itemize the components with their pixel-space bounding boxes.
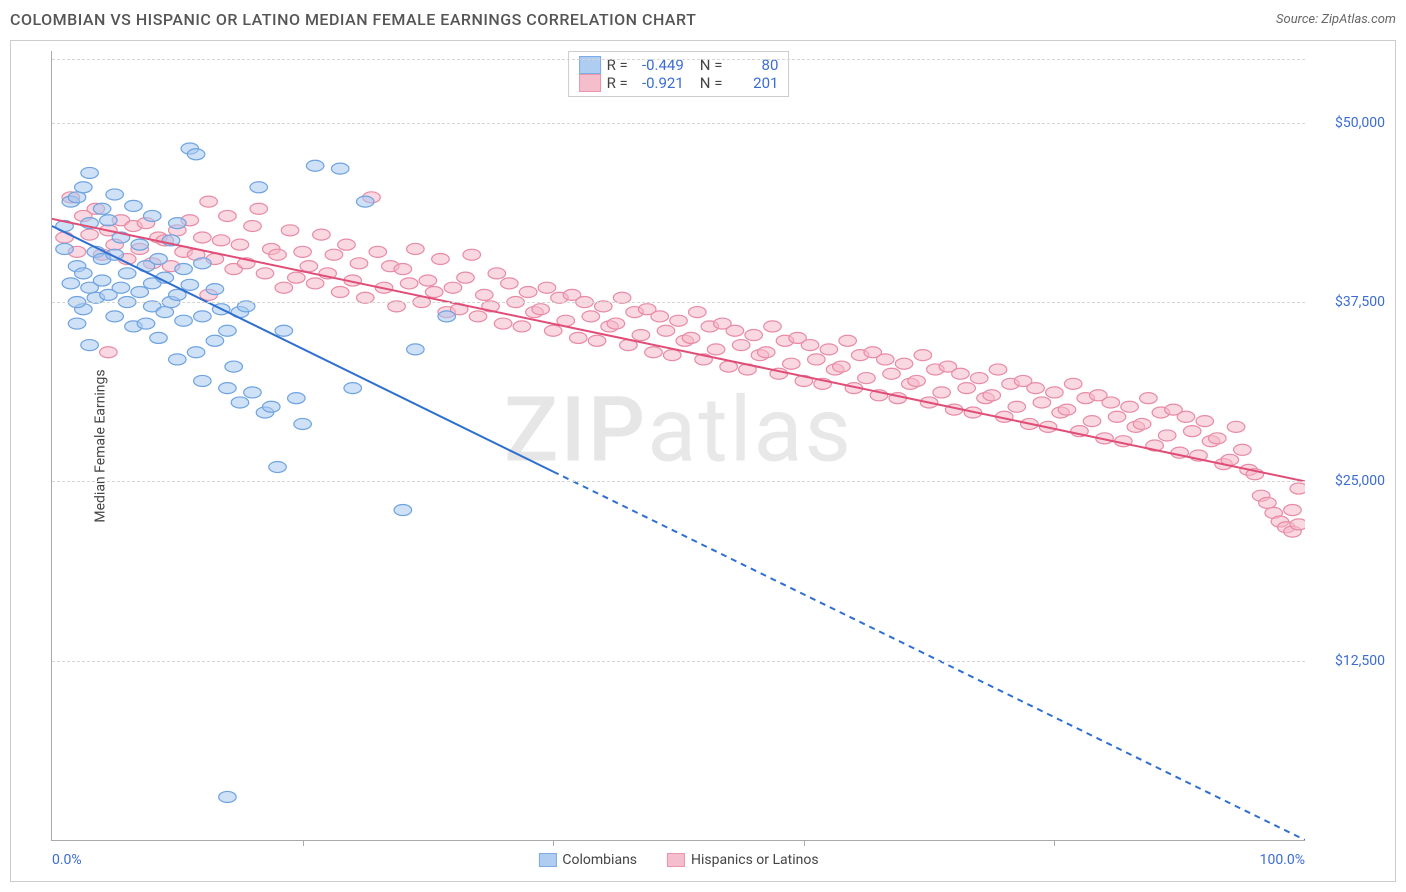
gridline bbox=[52, 123, 1305, 124]
legend-item-hispanics: Hispanics or Latinos bbox=[667, 852, 819, 868]
legend-swatch-hispanics bbox=[579, 74, 601, 92]
x-tick-mark bbox=[553, 840, 554, 846]
n-label: N = bbox=[700, 74, 723, 92]
legend-row-hispanics: R = -0.921 N = 201 bbox=[579, 74, 779, 92]
legend-item-colombians: Colombians bbox=[538, 852, 637, 868]
x-tick-mark bbox=[1054, 840, 1055, 846]
x-tick-mark bbox=[303, 840, 304, 846]
legend-swatch-icon bbox=[538, 853, 556, 867]
gridline bbox=[52, 481, 1305, 482]
y-tick-label: $37,500 bbox=[1335, 294, 1385, 310]
y-tick-label: $25,000 bbox=[1335, 473, 1385, 489]
n-value-hispanics: 201 bbox=[728, 74, 778, 92]
r-value-hispanics: -0.921 bbox=[634, 74, 684, 92]
legend-label-colombians: Colombians bbox=[562, 852, 637, 868]
source-attribution: Source: ZipAtlas.com bbox=[1276, 12, 1396, 27]
legend-label-hispanics: Hispanics or Latinos bbox=[691, 852, 819, 868]
x-tick-max: 100.0% bbox=[1260, 852, 1305, 868]
r-label: R = bbox=[607, 74, 628, 92]
y-tick-label: $12,500 bbox=[1335, 653, 1385, 669]
x-tick-min: 0.0% bbox=[52, 852, 82, 868]
plot-area: Median Female Earnings ZIPatlas R = -0.4… bbox=[51, 51, 1305, 841]
legend-swatch-icon bbox=[667, 853, 685, 867]
gridline bbox=[52, 661, 1305, 662]
gridline bbox=[52, 302, 1305, 303]
scatter-svg bbox=[52, 51, 1305, 840]
gridline bbox=[52, 59, 1305, 60]
series-legend: Colombians Hispanics or Latinos bbox=[538, 852, 818, 868]
chart-title: COLOMBIAN VS HISPANIC OR LATINO MEDIAN F… bbox=[10, 10, 696, 29]
chart-container: Median Female Earnings ZIPatlas R = -0.4… bbox=[10, 40, 1396, 882]
y-tick-label: $50,000 bbox=[1335, 115, 1385, 131]
x-tick-mark bbox=[804, 840, 805, 846]
